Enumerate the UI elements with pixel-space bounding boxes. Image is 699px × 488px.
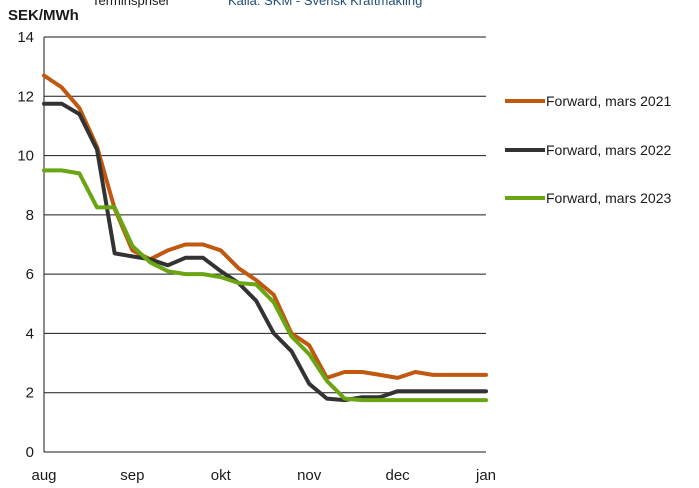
y-tick-label: 14: [17, 29, 34, 46]
x-tick-label: nov: [297, 467, 322, 484]
series-line-2: [42, 101, 488, 403]
y-tick-label: 10: [17, 148, 34, 165]
series-line-3: [42, 168, 488, 403]
x-tick-label: okt: [211, 467, 232, 484]
series-lines: [42, 73, 488, 403]
y-tick-label: 12: [17, 88, 34, 105]
x-tick-labels: aug sep okt nov dec jan: [31, 467, 496, 484]
x-tick-label: jan: [475, 467, 496, 484]
x-tick-label: dec: [386, 467, 411, 484]
legend-label-1: Forward, mars 2021: [546, 93, 671, 109]
legend-label-2: Forward, mars 2022: [546, 142, 671, 158]
y-tick-label: 2: [26, 385, 34, 402]
y-tick-label: 0: [26, 444, 34, 461]
y-tick-labels: 0 2 4 6 8 10 12 14: [17, 29, 34, 461]
y-tick-label: 4: [26, 325, 34, 342]
x-tick-label: sep: [120, 467, 144, 484]
legend-label-3: Forward, mars 2023: [546, 190, 671, 206]
y-axis-unit-label: SEK/MWh: [8, 7, 79, 24]
legend: Forward, mars 2021 Forward, mars 2022 Forw…: [505, 93, 671, 206]
source-text: Källa: SKM - Svensk Kraftmäkling: [228, 0, 422, 8]
cut-title-text: Terminspriser: [92, 0, 171, 8]
x-tick-label: aug: [31, 467, 56, 484]
y-tick-label: 8: [26, 207, 34, 224]
y-tick-label: 6: [26, 266, 34, 283]
